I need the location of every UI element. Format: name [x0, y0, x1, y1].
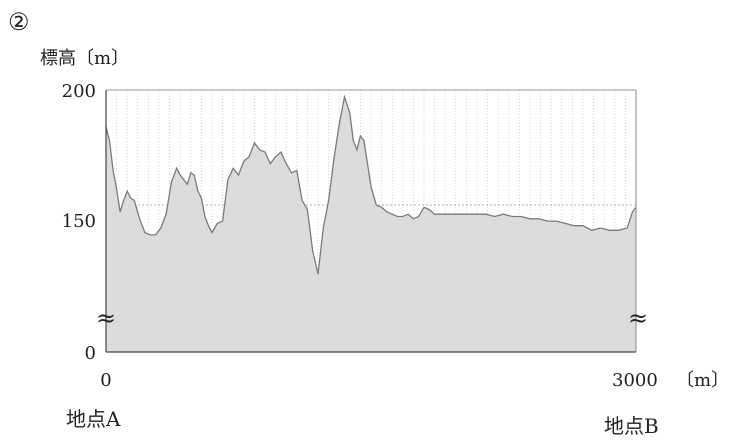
y-tick-label: 150: [62, 211, 96, 232]
end-point-label: 地点B: [604, 414, 659, 438]
x-axis-unit: 〔m〕: [676, 370, 729, 391]
problem-number: ②: [8, 8, 30, 36]
x-tick-label: 0: [100, 370, 111, 391]
elevation-area: [106, 96, 636, 353]
axis-break-left: ≈: [96, 304, 116, 332]
y-axis-label: 標高〔m〕: [40, 48, 129, 69]
axis-break-right: ≈: [628, 304, 648, 332]
y-tick-label: 0: [85, 343, 96, 364]
start-point-label: 地点A: [66, 407, 121, 431]
elevation-line: [105, 94, 637, 275]
x-tick-label: 3000: [612, 370, 658, 391]
y-tick-label: 200: [62, 81, 96, 102]
